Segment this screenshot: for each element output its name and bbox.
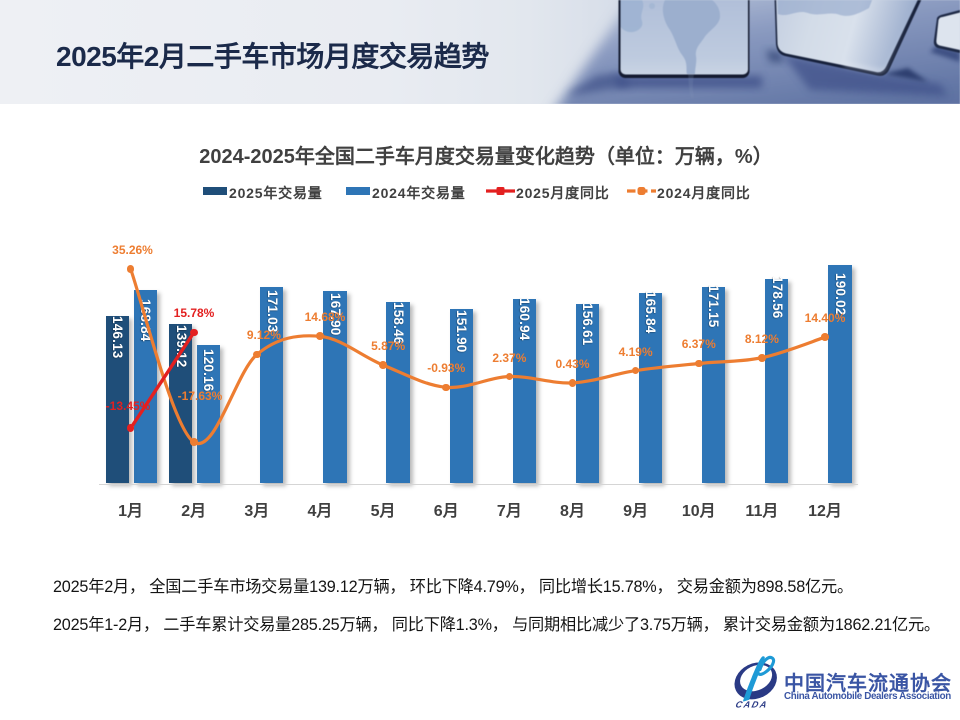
svg-text:CADA: CADA [735,700,770,710]
